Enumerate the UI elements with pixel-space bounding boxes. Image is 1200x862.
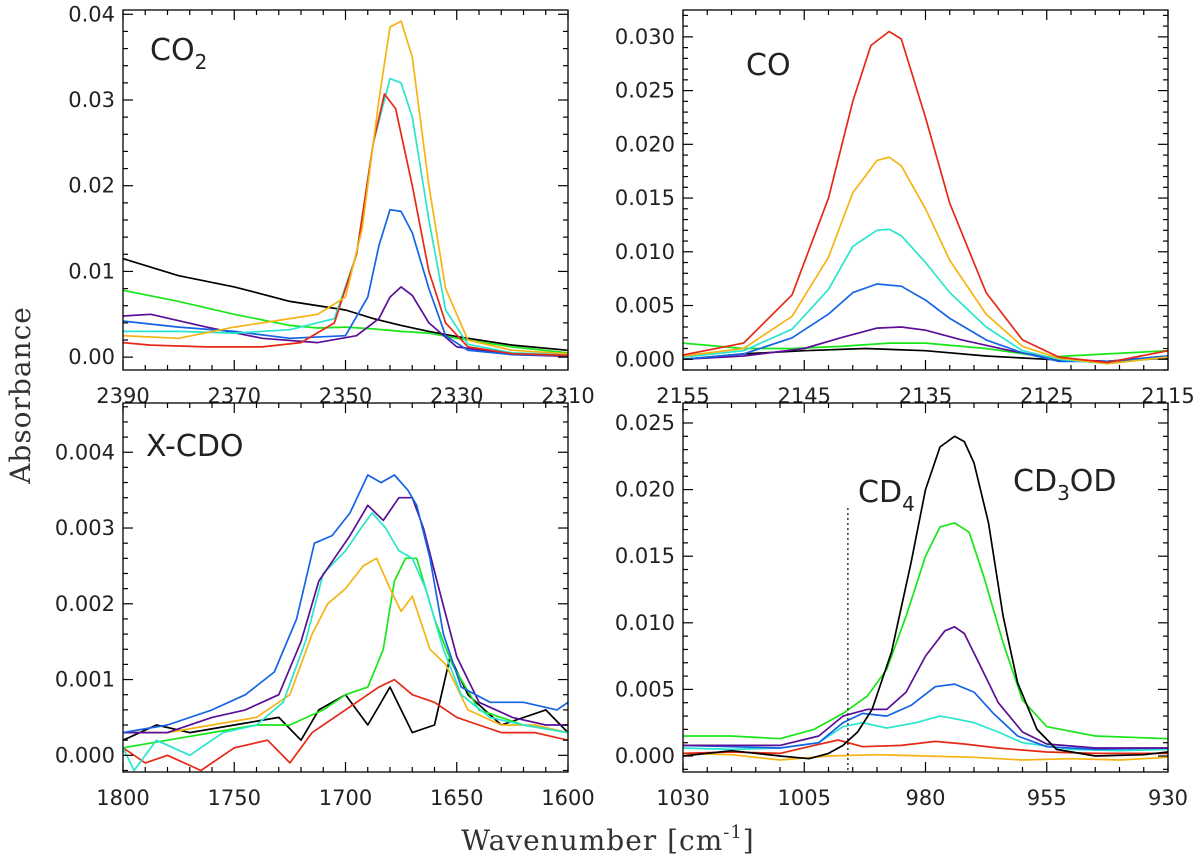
y-tick-label: 0.000 bbox=[615, 744, 675, 768]
cd4-annotation: CD4 bbox=[858, 475, 915, 516]
y-tick-label: 0.015 bbox=[615, 186, 675, 210]
x-axis-title-superscript: -1 bbox=[723, 822, 743, 843]
series-line-black bbox=[683, 435, 1168, 760]
x-axis-title-main: Wavenumber [cm bbox=[461, 824, 723, 857]
y-tick-label: 0.000 bbox=[55, 743, 115, 767]
x-tick-label: 955 bbox=[1027, 786, 1067, 810]
series-line-purple bbox=[123, 286, 568, 358]
panel-4: 1030 1005 980 955 930 0.000 0.005 0.010 0.015 0.0… bbox=[615, 402, 1188, 810]
series-group bbox=[123, 474, 568, 772]
series-line-purple bbox=[683, 625, 1168, 749]
cd4-annotation-subscript: 4 bbox=[902, 492, 915, 516]
series-line-blue bbox=[123, 474, 568, 734]
panel-2: 2155 2145 2135 2125 21150.0000.0050.0100.015… bbox=[615, 9, 1195, 408]
plot-frame bbox=[682, 402, 1169, 773]
x-axis-title: Wavenumber [cm-1] bbox=[461, 822, 754, 857]
series-line-blue bbox=[123, 208, 568, 357]
y-tick-label: 0.001 bbox=[55, 668, 115, 692]
series-line-cyan bbox=[683, 228, 1168, 365]
x-tick-label: 1030 bbox=[656, 786, 709, 810]
series-line-red bbox=[123, 93, 568, 357]
y-tick-label: 0.005 bbox=[615, 677, 675, 701]
panel-title-main: CD bbox=[1013, 464, 1057, 499]
x-tick-label: 1750 bbox=[208, 786, 261, 810]
y-tick-label: 0.020 bbox=[615, 132, 675, 156]
x-tick-label: 1600 bbox=[541, 786, 594, 810]
y-tick-label: 0.005 bbox=[615, 294, 675, 318]
series-line-blue bbox=[683, 683, 1168, 751]
cd4-annotation-main: CD bbox=[858, 475, 902, 510]
series-line-cyan bbox=[123, 512, 568, 772]
panel-title: X-CDO bbox=[146, 429, 244, 464]
series-line-red bbox=[683, 739, 1168, 755]
series-line-purple bbox=[123, 496, 568, 734]
panel-title-end: OD bbox=[1070, 464, 1117, 499]
x-axis-title-end: ] bbox=[743, 824, 755, 857]
x-tick-label: 930 bbox=[1148, 786, 1188, 810]
series-line-red bbox=[123, 678, 568, 772]
y-tick-label: 0.025 bbox=[615, 411, 675, 435]
y-axis-title: Absorbance bbox=[4, 306, 37, 485]
series-group bbox=[683, 435, 1168, 761]
series-line-green bbox=[683, 522, 1168, 740]
series-line-orange bbox=[123, 20, 568, 355]
y-tick-label: 0.010 bbox=[615, 240, 675, 264]
panel-1: 2390 2370 2350 2330 23100.000.010.020.030.04… bbox=[68, 2, 594, 408]
y-tick-label: 0.002 bbox=[55, 592, 115, 616]
x-tick-label: 1005 bbox=[778, 786, 831, 810]
x-tick-label: 1650 bbox=[430, 786, 483, 810]
series-line-orange bbox=[683, 752, 1168, 761]
x-tick-label: 980 bbox=[905, 786, 945, 810]
panel-title-main: X-CDO bbox=[146, 429, 244, 464]
series-line-orange bbox=[683, 156, 1168, 365]
series-line-black bbox=[123, 257, 568, 352]
series-line-orange bbox=[123, 557, 568, 734]
series-line-black bbox=[123, 655, 568, 742]
y-tick-label: 0.00 bbox=[68, 345, 115, 369]
y-tick-label: 0.015 bbox=[615, 544, 675, 568]
y-tick-label: 0.025 bbox=[615, 79, 675, 103]
panel-title-subscript: 3 bbox=[1057, 481, 1070, 505]
panel-3: 1800 1750 1700 1650 1600 0.000 0.001 0.002 0.003… bbox=[55, 402, 595, 810]
panel-title: CO bbox=[746, 48, 791, 83]
x-tick-label: 1800 bbox=[96, 786, 149, 810]
panel-title: CD3OD bbox=[1013, 464, 1117, 505]
y-tick-label: 0.02 bbox=[68, 174, 115, 198]
series-line-green bbox=[123, 289, 568, 354]
series-line-blue bbox=[683, 283, 1168, 363]
panel-title-main: CO bbox=[150, 33, 195, 68]
y-tick-label: 0.003 bbox=[55, 516, 115, 540]
series-line-green bbox=[683, 342, 1168, 358]
y-tick-label: 0.020 bbox=[615, 478, 675, 502]
y-tick-label: 0.010 bbox=[615, 611, 675, 635]
y-tick-label: 0.03 bbox=[68, 88, 115, 112]
y-tick-label: 0.004 bbox=[55, 440, 115, 464]
x-tick-label: 1700 bbox=[319, 786, 372, 810]
y-tick-label: 0.01 bbox=[68, 259, 115, 283]
y-tick-label: 0.030 bbox=[615, 25, 675, 49]
series-line-cyan bbox=[123, 77, 568, 356]
y-tick-label: 0.04 bbox=[68, 2, 115, 26]
panel-title-subscript: 2 bbox=[195, 50, 208, 74]
panel-title-main: CO bbox=[746, 48, 791, 83]
panel-title: CO2 bbox=[150, 33, 207, 74]
series-group bbox=[683, 30, 1168, 365]
series-line-red bbox=[683, 30, 1168, 364]
y-tick-label: 0.000 bbox=[615, 347, 675, 371]
series-group bbox=[123, 20, 568, 358]
